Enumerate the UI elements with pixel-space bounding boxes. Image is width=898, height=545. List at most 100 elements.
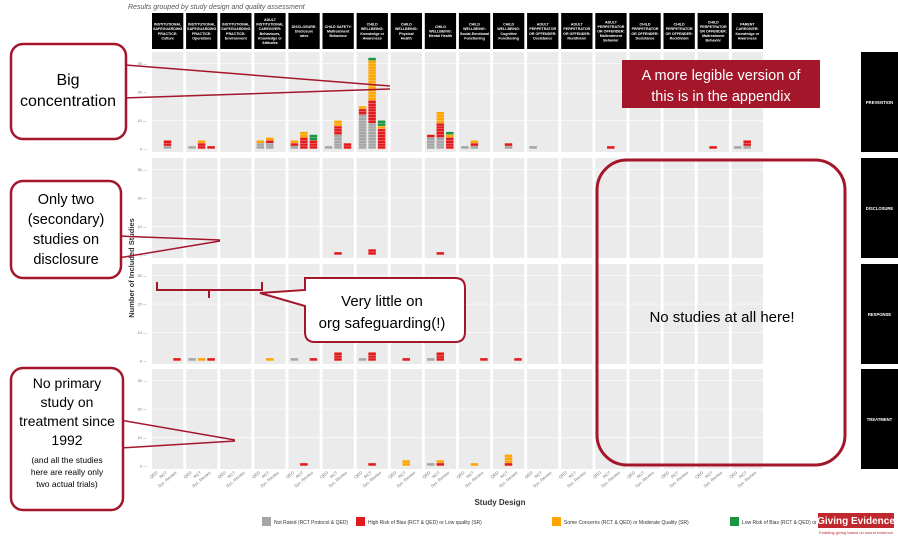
x-tick-label: QED <box>251 470 261 480</box>
bar-segment <box>743 143 751 146</box>
column-header-text: Mental Health <box>429 34 452 38</box>
bar-segment <box>334 131 342 135</box>
column-header-text: Behavior <box>706 39 722 43</box>
facet-panel <box>697 264 729 364</box>
facet-panel <box>458 369 491 469</box>
bar-segment <box>427 137 435 141</box>
column-header-text: Desistance <box>533 36 552 40</box>
bar-segment <box>436 131 445 135</box>
x-tick-label: RCT <box>397 470 407 480</box>
bar-segment <box>343 143 352 146</box>
column-header-text: CAREGIVER: <box>736 27 759 31</box>
x-tick-label: QED <box>455 470 465 480</box>
column-header-text: CHILD <box>503 23 514 27</box>
facet-panel <box>561 158 593 258</box>
bar-segment <box>368 111 376 115</box>
facet-panel <box>697 158 729 258</box>
appendix-note-line1: A more legible version of <box>642 68 802 84</box>
x-tick-label: RCT <box>602 470 612 480</box>
y-tick-label: 0 — <box>140 147 147 152</box>
facet-panel <box>186 369 218 469</box>
callout-treatment-note1: (and all the studies <box>31 455 102 465</box>
bar-segment <box>358 126 367 129</box>
facet-panel <box>458 52 491 152</box>
bar-segment <box>358 143 367 146</box>
x-tick-label: QED <box>319 470 329 480</box>
row-strip: RESPONSE <box>861 264 898 364</box>
callout-disclosure-line3: studies on <box>33 232 99 248</box>
x-tick-label: RCT <box>363 470 373 480</box>
facet-panel <box>390 52 422 152</box>
x-tick-label: RCT <box>499 470 509 480</box>
bar-segment <box>436 355 445 358</box>
callout-treatment: No primary study on treatment since 1992… <box>9 366 236 512</box>
callout-disclosure-line4: disclosure <box>33 252 98 268</box>
x-axis-label: Study Design <box>474 498 525 507</box>
bar-segment <box>173 358 181 361</box>
bar-segment <box>461 146 469 149</box>
legend-label: Low Risk of Bias (RCT & QED) or High Qua… <box>742 520 857 526</box>
legend: Not Rated (RCT Protocol & QED) High Risk … <box>262 517 857 526</box>
bar-segment <box>163 143 172 146</box>
column-header-text: INSTITUTIONAL <box>256 23 284 27</box>
x-tick-label: RCT <box>465 470 475 480</box>
facet-panel <box>629 264 661 364</box>
bar-segment <box>446 137 454 141</box>
callout-org-line1: Very little on <box>341 293 423 310</box>
column-header-text: OR OFFENDER: <box>665 32 692 36</box>
bar-segment <box>436 137 445 141</box>
bar-segment <box>309 143 318 146</box>
appendix-note: A more legible version of this is in the… <box>622 60 820 108</box>
callout-disclosure: Only two (secondary) studies on disclosu… <box>9 179 221 280</box>
facet-panel <box>663 264 695 364</box>
facet-panel <box>527 52 559 152</box>
column-header-text: Behaviour <box>329 34 347 38</box>
column-header-text: CHILD SAFETY: <box>325 25 352 29</box>
facet-panel <box>731 369 763 469</box>
bar-segment <box>207 146 215 149</box>
y-tick-label: 30 — <box>137 378 147 383</box>
bar-segment <box>436 358 445 361</box>
bar-segment <box>358 117 367 121</box>
column-header-text: CHILD <box>640 23 651 27</box>
facet-panel <box>220 264 252 364</box>
bar-segment <box>529 146 537 149</box>
x-tick-label: QED <box>387 470 397 480</box>
column-header-text: Cognitive <box>500 32 516 36</box>
bar-segment <box>368 140 376 144</box>
facet-panel <box>288 158 320 258</box>
facet-panel <box>152 369 184 469</box>
legend-swatch <box>730 517 739 526</box>
facet-panel <box>220 52 252 152</box>
bar-segment <box>368 77 376 81</box>
bar-segment <box>256 146 265 149</box>
facet-panel <box>254 264 286 364</box>
callout-disclosure-line2: (secondary) <box>28 212 105 228</box>
x-tick-label: QED <box>421 470 431 480</box>
callout-org-line2: org safeguarding(!) <box>319 315 446 332</box>
bar-segment <box>436 120 445 124</box>
bar-segment <box>358 109 367 112</box>
bar-segment <box>343 146 352 149</box>
y-tick-label: 10 — <box>137 118 147 123</box>
column-header-text: Knowledge or <box>360 32 384 36</box>
bar-segment <box>368 146 376 149</box>
bar-segment <box>377 129 386 132</box>
column-header-text: Culture <box>161 36 174 40</box>
bar-segment <box>368 100 376 104</box>
y-axis-label: Number of Included Studies <box>127 218 136 318</box>
column-header-text: ADULT <box>537 23 550 27</box>
column-header-text: PERPETRATOR <box>666 27 693 31</box>
x-tick-label: RCT <box>261 470 271 480</box>
facet-panel <box>527 369 559 469</box>
facet-panel <box>595 264 627 364</box>
column-header-text: Knowledge or <box>258 36 282 40</box>
column-header-text: DISCLOSURE: <box>292 25 317 29</box>
facet-panel <box>493 264 525 364</box>
callout-disclosure-line1: Only two <box>38 192 94 208</box>
facet-panel <box>186 52 218 152</box>
